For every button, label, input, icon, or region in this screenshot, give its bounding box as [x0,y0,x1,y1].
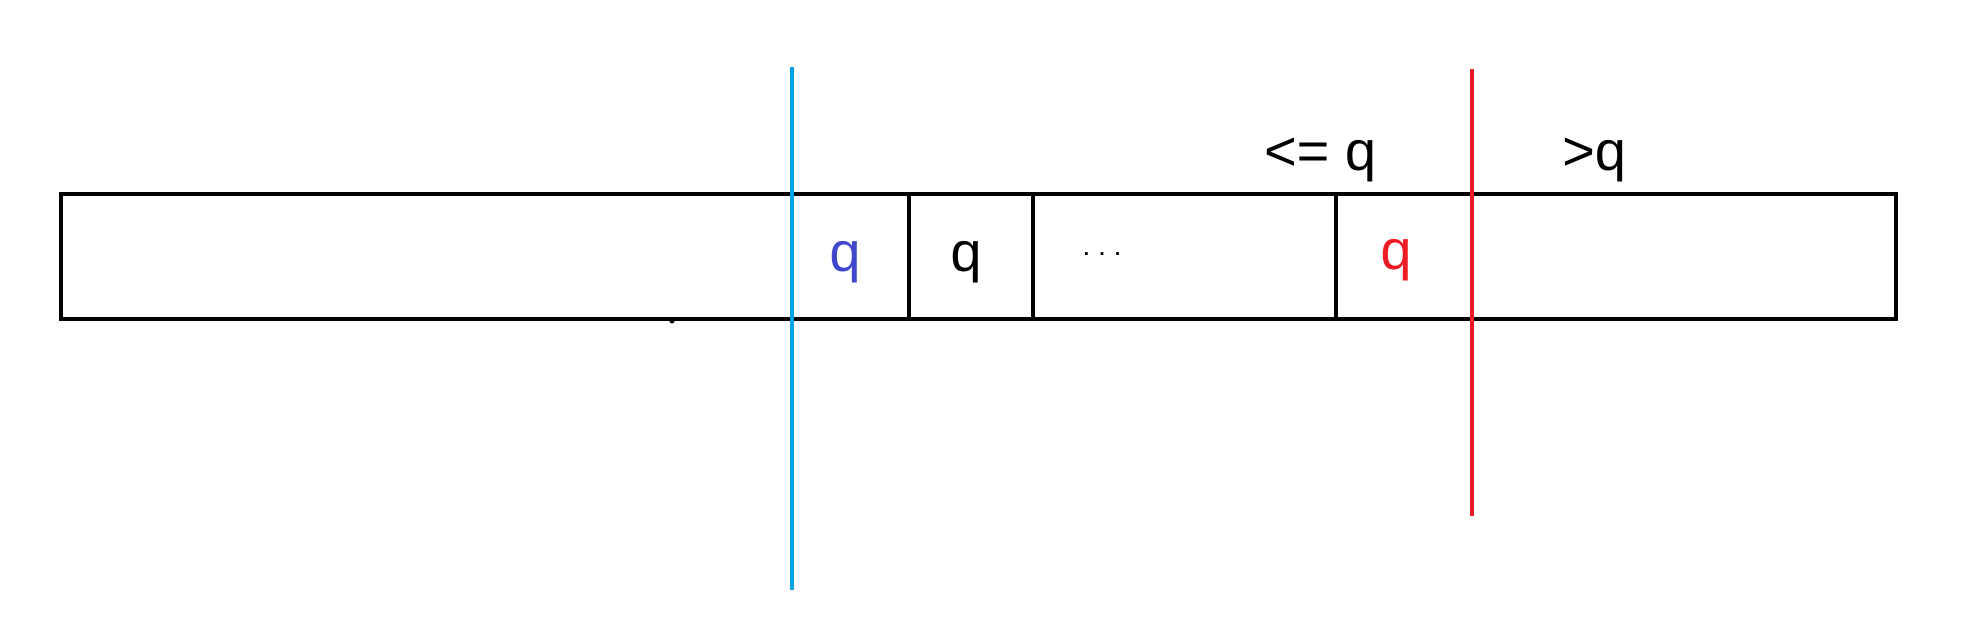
array-box [59,192,1898,321]
stray-dot [669,318,675,324]
label-greater-q: >q [1562,119,1626,182]
label-less-equal-q: <= q [1264,119,1376,182]
cell-ellipsis: . . . [1083,230,1122,261]
cell-q-left: q [829,220,860,283]
cell-q-middle: q [950,220,981,283]
cell-q-right: q [1380,218,1411,281]
